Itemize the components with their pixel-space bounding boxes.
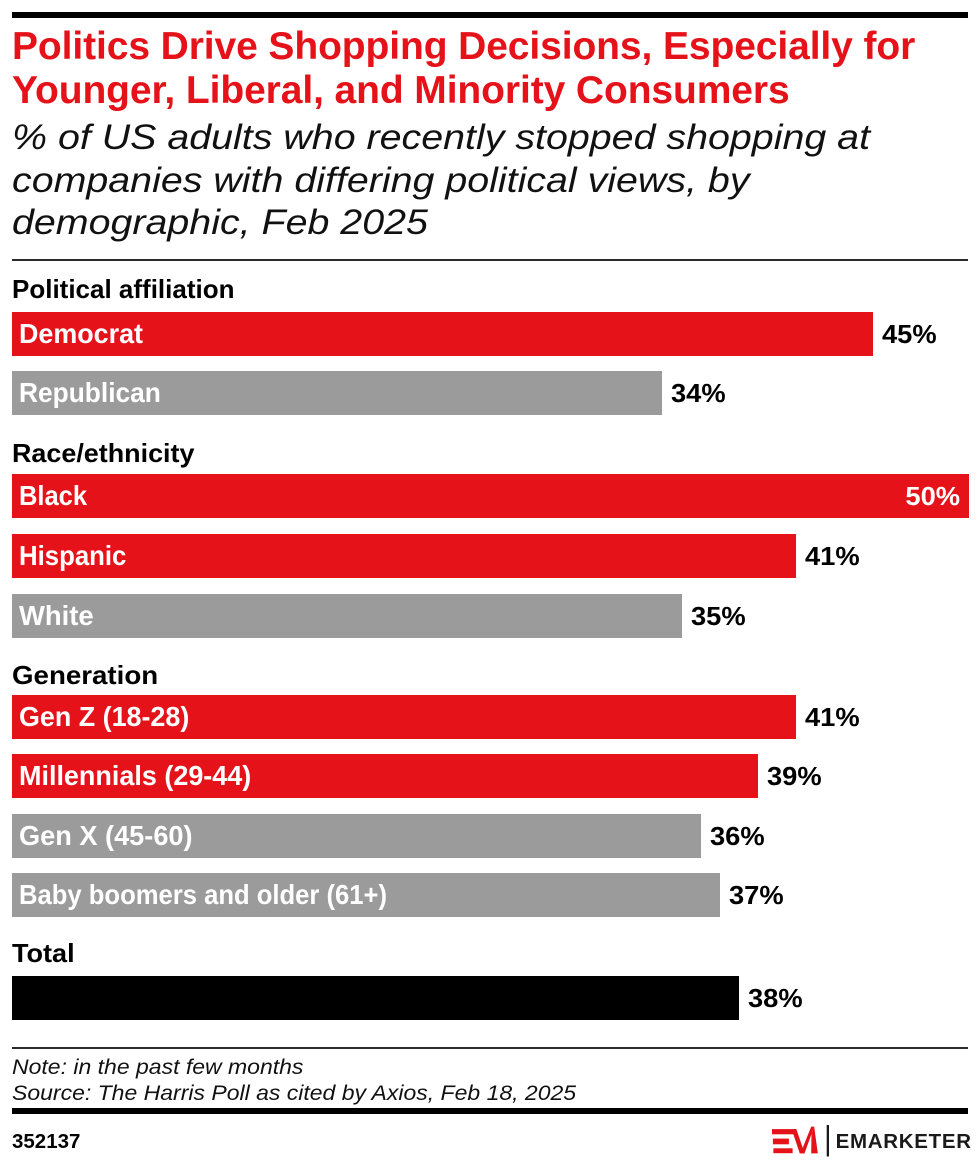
svg-text:EMARKETER: EMARKETER bbox=[836, 1130, 972, 1153]
